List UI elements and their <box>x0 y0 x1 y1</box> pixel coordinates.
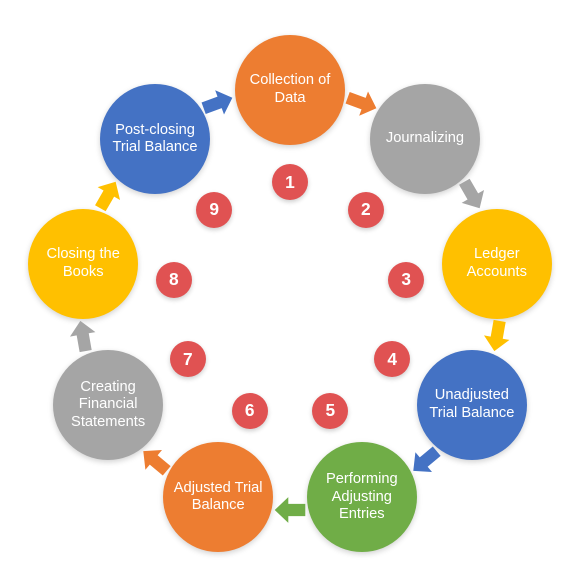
cycle-step-number: 4 <box>387 349 397 370</box>
cycle-step-badge: 4 <box>374 341 410 377</box>
cycle-step-badge: 6 <box>232 393 268 429</box>
cycle-step-number: 9 <box>209 199 219 220</box>
cycle-arrow <box>455 178 489 212</box>
cycle-node-label: Post-closing Trial Balance <box>100 122 210 157</box>
cycle-step-number: 8 <box>169 269 179 290</box>
cycle-arrow <box>273 493 307 527</box>
cycle-step-badge: 7 <box>170 341 206 377</box>
cycle-node-label: Adjusted Trial Balance <box>163 480 273 515</box>
cycle-node-label: Closing the Books <box>28 246 138 281</box>
cycle-step-badge: 8 <box>156 262 192 298</box>
cycle-arrow <box>345 86 379 120</box>
cycle-arrow <box>480 319 514 353</box>
cycle-arrow <box>138 444 172 478</box>
cycle-arrow <box>408 444 442 478</box>
cycle-arrow <box>66 319 100 353</box>
cycle-step-badge: 2 <box>348 192 384 228</box>
cycle-node-label: Performing Adjusting Entries <box>307 471 417 524</box>
cycle-node: Closing the Books <box>28 209 138 319</box>
cycle-step-number: 1 <box>285 172 295 193</box>
cycle-node-label: Creating Financial Statements <box>53 379 163 432</box>
cycle-node-label: Collection of Data <box>235 72 345 107</box>
cycle-step-badge: 5 <box>312 393 348 429</box>
cycle-arrow <box>201 86 235 120</box>
cycle-node-label: Unadjusted Trial Balance <box>417 387 527 422</box>
cycle-step-badge: 3 <box>388 262 424 298</box>
cycle-node-label: Ledger Accounts <box>442 246 552 281</box>
cycle-step-number: 3 <box>401 269 411 290</box>
cycle-step-badge: 1 <box>272 164 308 200</box>
cycle-node-label: Journalizing <box>380 130 470 148</box>
cycle-node: Adjusted Trial Balance <box>163 442 273 552</box>
cycle-step-number: 5 <box>326 400 336 421</box>
cycle-arrow <box>91 178 125 212</box>
cycle-step-badge: 9 <box>196 192 232 228</box>
cycle-step-number: 6 <box>245 400 255 421</box>
cycle-node: Collection of Data <box>235 35 345 145</box>
cycle-step-number: 2 <box>361 199 371 220</box>
cycle-node: Ledger Accounts <box>442 209 552 319</box>
cycle-step-number: 7 <box>183 349 193 370</box>
